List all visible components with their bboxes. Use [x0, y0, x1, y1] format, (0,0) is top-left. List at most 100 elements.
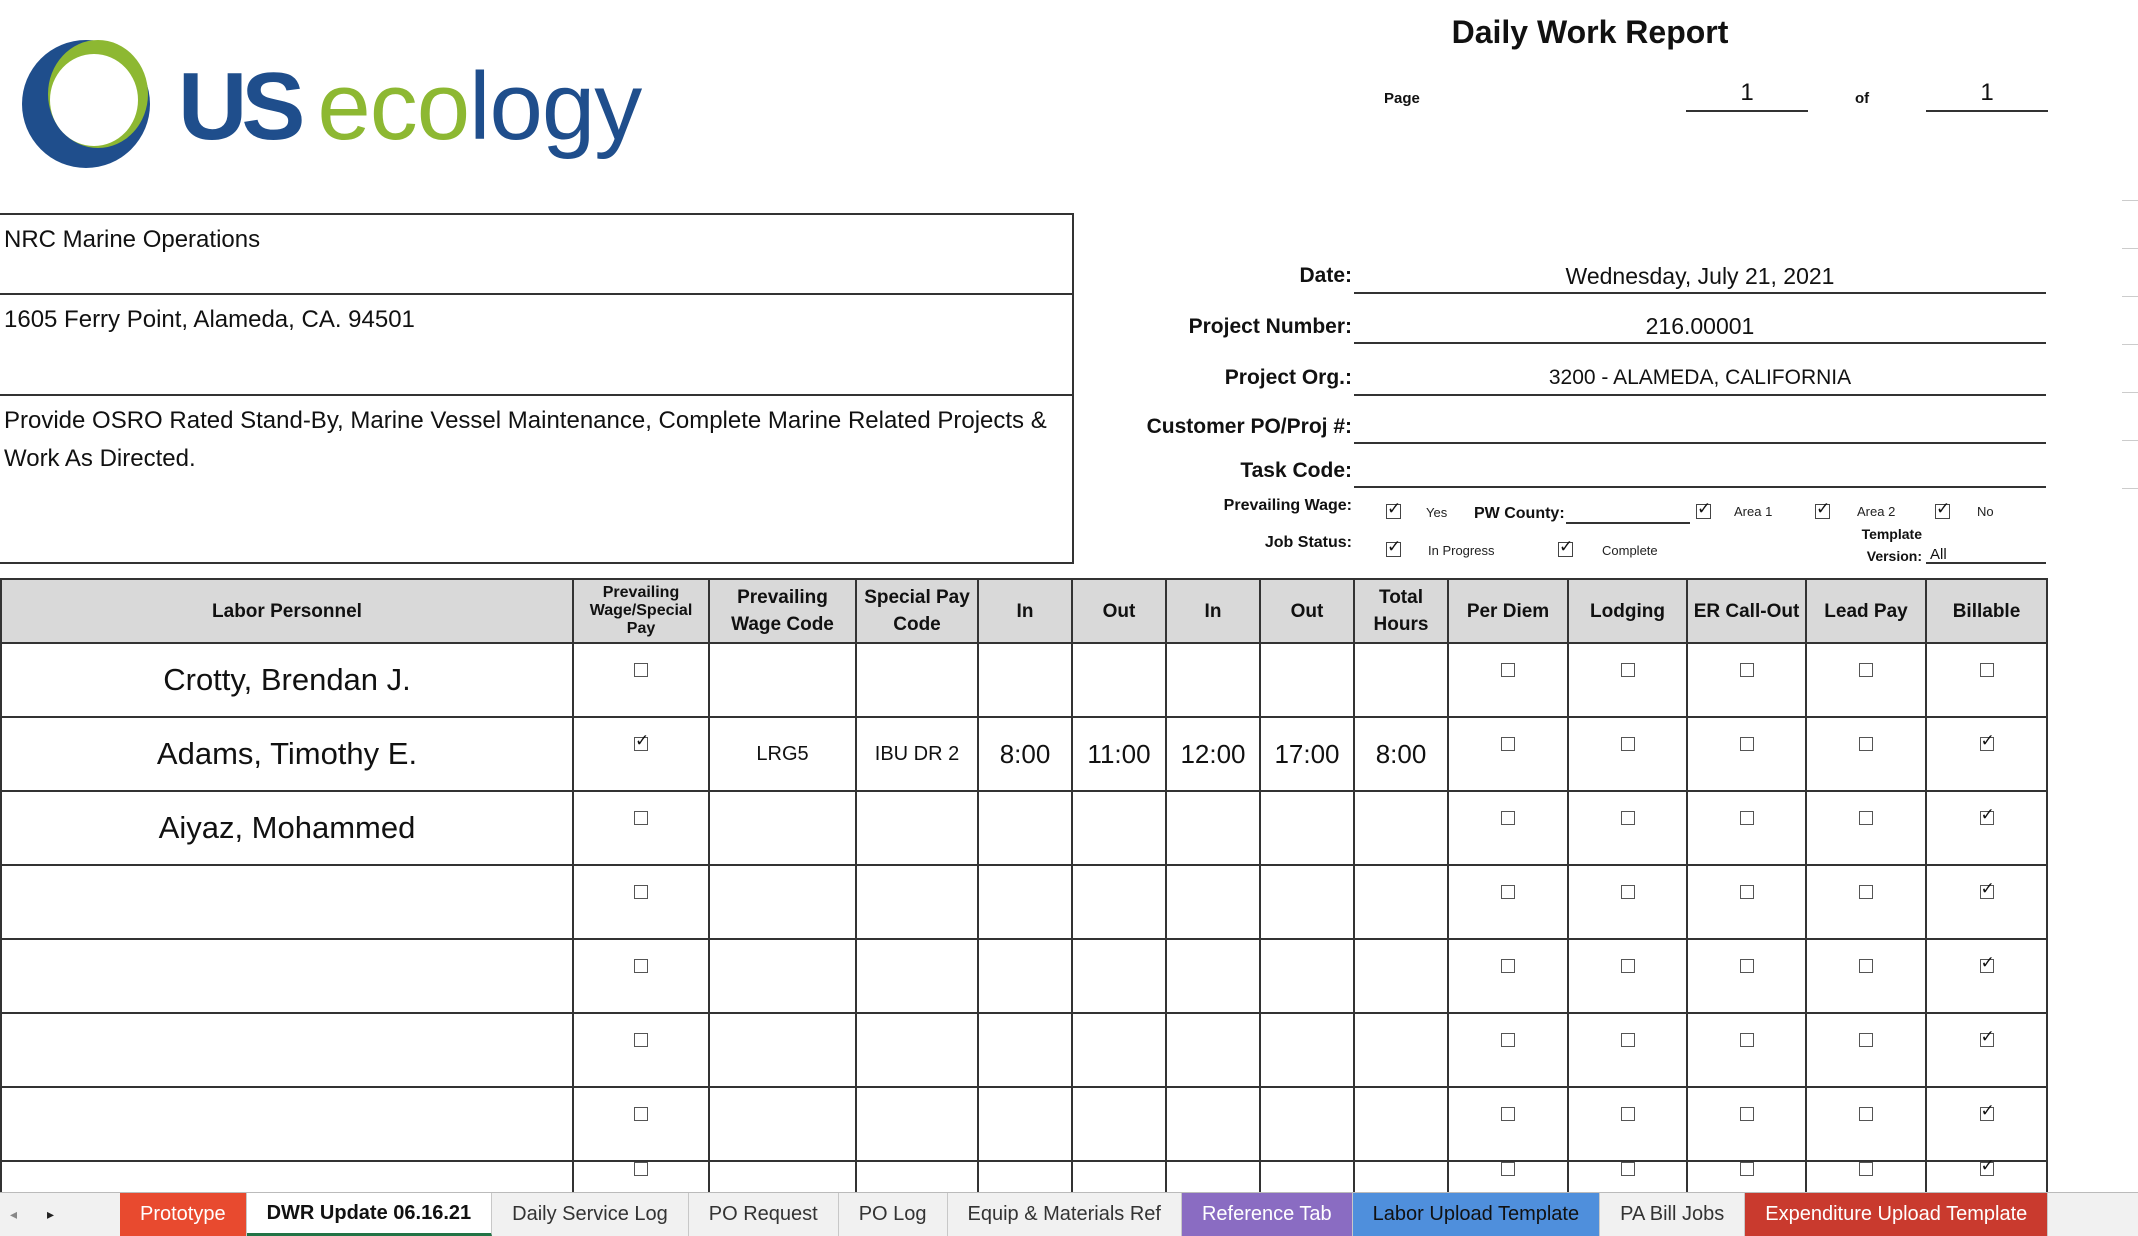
- company-address-cell[interactable]: 1605 Ferry Point, Alameda, CA. 94501: [0, 295, 1072, 396]
- er-call-out-checkbox[interactable]: [1739, 884, 1754, 899]
- project-org-field[interactable]: 3200 - ALAMEDA, CALIFORNIA: [1354, 362, 2046, 396]
- per-diem-checkbox-cell[interactable]: [1447, 790, 1569, 866]
- lodging-checkbox-cell[interactable]: [1567, 716, 1688, 792]
- lodging-checkbox-cell[interactable]: [1567, 642, 1688, 718]
- lead-pay-checkbox-cell[interactable]: [1805, 716, 1927, 792]
- scope-description-cell[interactable]: Provide OSRO Rated Stand-By, Marine Vess…: [4, 407, 1047, 472]
- prevailing-wage-checkbox[interactable]: [634, 884, 648, 899]
- page-total[interactable]: 1: [1926, 78, 2048, 112]
- lodging-checkbox-cell[interactable]: [1567, 790, 1688, 866]
- per-diem-checkbox-cell[interactable]: [1447, 938, 1569, 1014]
- sheet-tab-pa-bill-jobs[interactable]: PA Bill Jobs: [1600, 1193, 1746, 1236]
- lodging-checkbox[interactable]: [1620, 810, 1635, 825]
- billable-checkbox-cell[interactable]: [1925, 790, 2048, 866]
- total-hours-cell[interactable]: [1353, 790, 1449, 866]
- in-progress-checkbox[interactable]: [1386, 537, 1401, 557]
- special-pay-code-cell[interactable]: [855, 938, 979, 1014]
- prevailing-wage-checkbox-cell[interactable]: [572, 642, 710, 718]
- er-call-out-checkbox[interactable]: [1739, 1161, 1754, 1176]
- total-hours-cell[interactable]: 8:00: [1353, 716, 1449, 792]
- pw-code-cell[interactable]: LRG5: [708, 716, 857, 792]
- in2-cell[interactable]: 12:00: [1165, 716, 1261, 792]
- in2-cell[interactable]: [1165, 864, 1261, 940]
- labor-name-cell[interactable]: [0, 1160, 574, 1198]
- prevailing-wage-checkbox[interactable]: [634, 731, 649, 751]
- customer-po-field[interactable]: [1354, 410, 2046, 444]
- labor-name-cell[interactable]: [0, 864, 574, 940]
- er-call-out-checkbox-cell[interactable]: [1686, 938, 1807, 1014]
- out2-cell[interactable]: [1259, 790, 1355, 866]
- prevailing-wage-checkbox[interactable]: [634, 810, 648, 825]
- lodging-checkbox[interactable]: [1620, 884, 1635, 899]
- special-pay-code-cell[interactable]: IBU DR 2: [855, 716, 979, 792]
- prevailing-wage-checkbox-cell[interactable]: [572, 1086, 710, 1162]
- billable-checkbox-cell[interactable]: [1925, 938, 2048, 1014]
- prevailing-wage-checkbox-cell[interactable]: [572, 938, 710, 1014]
- in1-cell[interactable]: [977, 790, 1073, 866]
- sheet-tab-equip-materials-ref[interactable]: Equip & Materials Ref: [948, 1193, 1182, 1236]
- lead-pay-checkbox[interactable]: [1859, 736, 1873, 751]
- lodging-checkbox-cell[interactable]: [1567, 1012, 1688, 1088]
- sheet-tab-reference-tab[interactable]: Reference Tab: [1181, 1193, 1353, 1236]
- er-call-out-checkbox[interactable]: [1739, 736, 1754, 751]
- in1-cell[interactable]: [977, 864, 1073, 940]
- billable-checkbox[interactable]: [1979, 731, 1995, 751]
- lead-pay-checkbox[interactable]: [1859, 1161, 1873, 1176]
- billable-checkbox[interactable]: [1979, 1101, 1995, 1121]
- er-call-out-checkbox-cell[interactable]: [1686, 864, 1807, 940]
- lodging-checkbox-cell[interactable]: [1567, 938, 1688, 1014]
- out2-cell[interactable]: 17:00: [1259, 716, 1355, 792]
- in2-cell[interactable]: [1165, 790, 1261, 866]
- lodging-checkbox[interactable]: [1620, 1106, 1635, 1121]
- per-diem-checkbox-cell[interactable]: [1447, 1160, 1569, 1198]
- er-call-out-checkbox[interactable]: [1739, 662, 1754, 677]
- lodging-checkbox[interactable]: [1620, 1161, 1635, 1176]
- area1-checkbox[interactable]: [1696, 499, 1711, 519]
- billable-checkbox-cell[interactable]: [1925, 1086, 2048, 1162]
- er-call-out-checkbox-cell[interactable]: [1686, 716, 1807, 792]
- per-diem-checkbox[interactable]: [1501, 662, 1515, 677]
- lodging-checkbox[interactable]: [1620, 958, 1635, 973]
- er-call-out-checkbox-cell[interactable]: [1686, 642, 1807, 718]
- er-call-out-checkbox-cell[interactable]: [1686, 1012, 1807, 1088]
- prevailing-wage-checkbox[interactable]: [634, 1032, 648, 1047]
- labor-name-cell[interactable]: Crotty, Brendan J.: [0, 642, 574, 718]
- lead-pay-checkbox-cell[interactable]: [1805, 1086, 1927, 1162]
- in1-cell[interactable]: [977, 1086, 1073, 1162]
- per-diem-checkbox[interactable]: [1501, 1161, 1515, 1176]
- company-name-cell[interactable]: NRC Marine Operations: [0, 215, 1072, 295]
- per-diem-checkbox[interactable]: [1501, 1106, 1515, 1121]
- er-call-out-checkbox[interactable]: [1739, 1106, 1754, 1121]
- billable-checkbox[interactable]: [1979, 662, 1994, 677]
- tab-scroll-right-icon[interactable]: ▸: [47, 1206, 55, 1222]
- complete-checkbox[interactable]: [1558, 537, 1573, 557]
- per-diem-checkbox[interactable]: [1501, 810, 1515, 825]
- lead-pay-checkbox-cell[interactable]: [1805, 938, 1927, 1014]
- out2-cell[interactable]: [1259, 1086, 1355, 1162]
- er-call-out-checkbox[interactable]: [1739, 958, 1754, 973]
- out1-cell[interactable]: [1071, 1012, 1167, 1088]
- total-hours-cell[interactable]: [1353, 864, 1449, 940]
- sheet-tab-labor-upload-template[interactable]: Labor Upload Template: [1352, 1193, 1601, 1236]
- in1-cell[interactable]: [977, 938, 1073, 1014]
- lodging-checkbox-cell[interactable]: [1567, 1086, 1688, 1162]
- sheet-tab-po-log[interactable]: PO Log: [839, 1193, 948, 1236]
- date-field[interactable]: Wednesday, July 21, 2021: [1354, 260, 2046, 294]
- pw-no-checkbox[interactable]: [1935, 499, 1950, 519]
- labor-name-cell[interactable]: Aiyaz, Mohammed: [0, 790, 574, 866]
- out1-cell[interactable]: [1071, 864, 1167, 940]
- prevailing-wage-checkbox-cell[interactable]: [572, 864, 710, 940]
- prevailing-wage-checkbox-cell[interactable]: [572, 716, 710, 792]
- out1-cell[interactable]: 11:00: [1071, 716, 1167, 792]
- total-hours-cell[interactable]: [1353, 1086, 1449, 1162]
- special-pay-code-cell[interactable]: [855, 1086, 979, 1162]
- area2-checkbox[interactable]: [1815, 499, 1830, 519]
- out2-cell[interactable]: [1259, 642, 1355, 718]
- pw-code-cell[interactable]: [708, 864, 857, 940]
- per-diem-checkbox-cell[interactable]: [1447, 864, 1569, 940]
- total-hours-cell[interactable]: [1353, 1160, 1449, 1198]
- per-diem-checkbox-cell[interactable]: [1447, 642, 1569, 718]
- lead-pay-checkbox-cell[interactable]: [1805, 1012, 1927, 1088]
- in1-cell[interactable]: [977, 1012, 1073, 1088]
- billable-checkbox-cell[interactable]: [1925, 642, 2048, 718]
